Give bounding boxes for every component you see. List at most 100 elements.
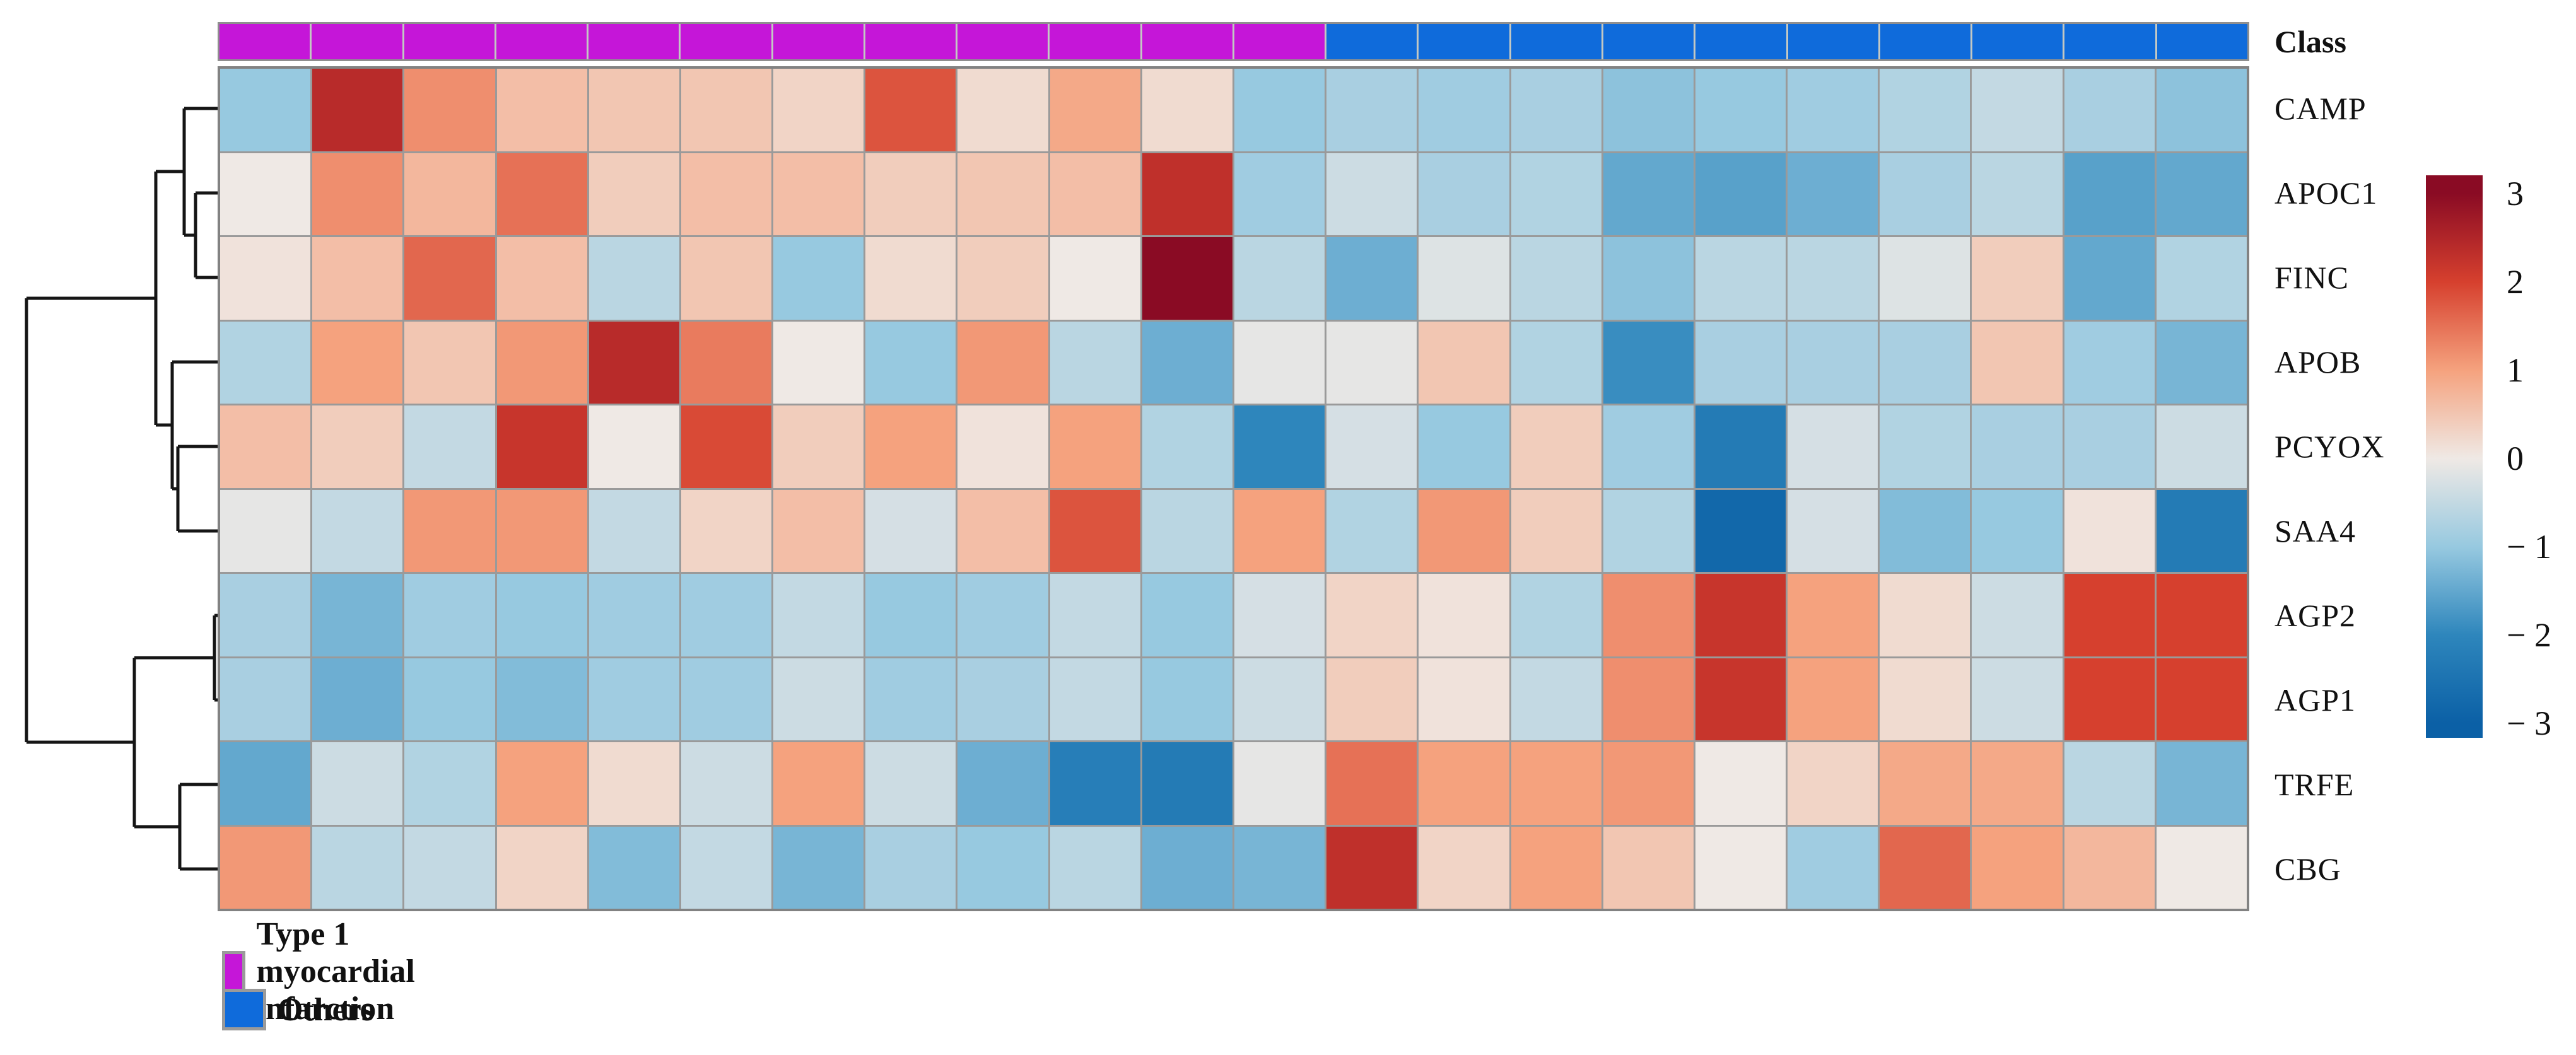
heatmap-cell <box>1788 153 1878 235</box>
row-label-finc: FINC <box>2274 260 2349 295</box>
heatmap-cell <box>865 574 956 656</box>
heatmap-cell <box>681 405 772 488</box>
class-annotation-cell <box>1050 24 1142 59</box>
heatmap-cell <box>220 69 311 151</box>
heatmap-cell <box>1695 405 1786 488</box>
heatmap-cell <box>496 826 587 909</box>
heatmap-cell <box>1511 321 1601 404</box>
heatmap-cell <box>404 69 495 151</box>
heatmap-cell <box>957 237 1048 320</box>
heatmap-cell <box>1234 489 1325 572</box>
heatmap-cell <box>1326 658 1417 740</box>
heatmap-cell <box>773 405 864 488</box>
row-dendrogram <box>25 107 218 871</box>
heatmap-cell <box>2064 489 2155 572</box>
heatmap-cell <box>1050 69 1140 151</box>
row-label-trfe: TRFE <box>2274 767 2355 802</box>
heatmap-cell <box>588 153 679 235</box>
heatmap-cell <box>865 489 956 572</box>
heatmap-cell <box>1788 321 1878 404</box>
heatmap-cell <box>1142 574 1232 656</box>
heatmap-cell <box>1880 153 1970 235</box>
heatmap-cell <box>1234 321 1325 404</box>
heatmap-cell <box>1326 574 1417 656</box>
heatmap-cell <box>1603 153 1694 235</box>
heatmap-cell <box>1142 826 1232 909</box>
heatmap-cell <box>1050 489 1140 572</box>
heatmap-cell <box>1326 489 1417 572</box>
heatmap-cell <box>773 742 864 825</box>
heatmap-cell <box>1972 237 2063 320</box>
heatmap-cell <box>1326 153 1417 235</box>
heatmap-cell <box>1511 237 1601 320</box>
heatmap-cell <box>1419 742 1509 825</box>
heatmap-cell <box>1603 574 1694 656</box>
class-annotation-cell <box>1511 24 1603 59</box>
heatmap-cell <box>312 742 403 825</box>
heatmap-cell <box>220 574 311 656</box>
heatmap-cell <box>2156 742 2247 825</box>
heatmap-cell <box>1234 826 1325 909</box>
heatmap-cell <box>2156 574 2247 656</box>
heatmap-cell <box>2156 321 2247 404</box>
row-label-agp2: AGP2 <box>2274 598 2356 633</box>
heatmap-cell <box>1788 742 1878 825</box>
heatmap-cell <box>220 742 311 825</box>
heatmap-cell <box>1326 237 1417 320</box>
colorbar-tick-label: 1 <box>2507 351 2524 389</box>
heatmap-cell <box>865 742 956 825</box>
heatmap-cell <box>681 321 772 404</box>
heatmap-cell <box>496 658 587 740</box>
heatmap-cell <box>865 153 956 235</box>
heatmap-cell <box>957 574 1048 656</box>
heatmap-cell <box>496 489 587 572</box>
heatmap-cell <box>496 237 587 320</box>
heatmap-cell <box>1695 69 1786 151</box>
heatmap-cell <box>1695 742 1786 825</box>
heatmap-cell <box>1419 237 1509 320</box>
heatmap-cell <box>1880 405 1970 488</box>
heatmap-cell <box>1142 658 1232 740</box>
heatmap-cell <box>312 321 403 404</box>
heatmap-cell <box>1695 237 1786 320</box>
heatmap-cell <box>2156 658 2247 740</box>
heatmap-cell <box>1880 489 1970 572</box>
heatmap-cell <box>312 574 403 656</box>
heatmap-cell <box>588 405 679 488</box>
colorbar-tick-label: 2 <box>2507 263 2524 301</box>
heatmap-cell <box>1234 658 1325 740</box>
heatmap-cell <box>1419 574 1509 656</box>
heatmap-cell <box>1788 826 1878 909</box>
heatmap-cell <box>1326 405 1417 488</box>
class-annotation-cell <box>1788 24 1880 59</box>
heatmap-cell <box>496 574 587 656</box>
heatmap-cell <box>404 658 495 740</box>
class-annotation-cell <box>865 24 958 59</box>
heatmap-cell <box>1695 826 1786 909</box>
heatmap-cell <box>1603 658 1694 740</box>
heatmap-cell <box>1788 405 1878 488</box>
class-annotation-cell <box>1234 24 1327 59</box>
heatmap-cell <box>588 658 679 740</box>
heatmap-cell <box>1880 69 1970 151</box>
heatmap-cell <box>681 489 772 572</box>
heatmap-cell <box>1142 405 1232 488</box>
heatmap-cell <box>496 321 587 404</box>
class-annotation-cell <box>2157 24 2247 59</box>
heatmap-cell <box>588 489 679 572</box>
heatmap-cell <box>957 489 1048 572</box>
class-annotation-cell <box>496 24 589 59</box>
class-annotation-cell <box>312 24 404 59</box>
heatmap-cell <box>1511 658 1601 740</box>
heatmap-cell <box>1511 153 1601 235</box>
heatmap-cell <box>1511 405 1601 488</box>
heatmap-cell <box>681 742 772 825</box>
heatmap-cell <box>1695 153 1786 235</box>
heatmap-cell <box>1880 574 1970 656</box>
heatmap-cell <box>588 321 679 404</box>
heatmap-cell <box>957 321 1048 404</box>
heatmap-cell <box>496 69 587 151</box>
heatmap-cell <box>1050 574 1140 656</box>
heatmap-cell <box>1142 69 1232 151</box>
heatmap-cell <box>1419 153 1509 235</box>
